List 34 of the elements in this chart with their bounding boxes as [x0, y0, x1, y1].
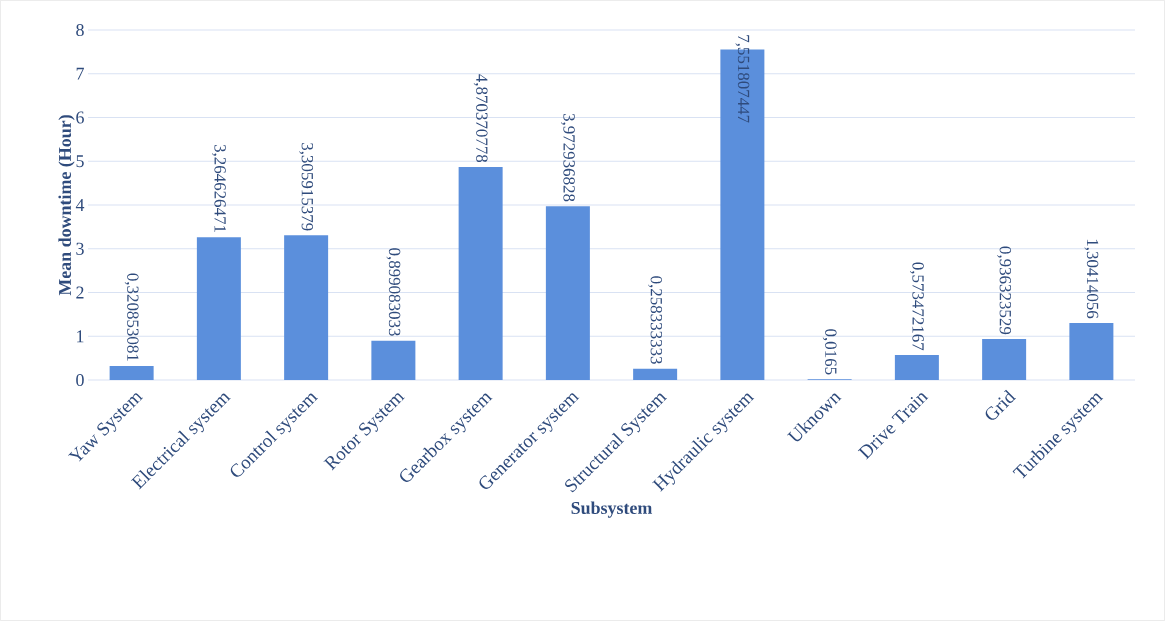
data-label: 1,30414056 — [1084, 239, 1099, 319]
data-label: 3,264626471 — [211, 144, 226, 232]
y-tick-label: 8 — [76, 23, 84, 37]
y-axis-title: Mean downtime (Hour) — [58, 115, 75, 296]
data-label: 0,258333333 — [648, 276, 663, 364]
data-label: 3,972936828 — [560, 113, 575, 202]
data-label: 0,573472167 — [909, 262, 924, 351]
x-tick-label: Grid — [985, 389, 1017, 420]
y-tick-label: 5 — [76, 155, 84, 168]
x-axis-title: Subsystem — [571, 501, 653, 518]
data-label: 4,870370778 — [473, 74, 488, 163]
bar — [1069, 322, 1114, 380]
bar — [545, 206, 590, 380]
bar — [633, 368, 678, 380]
y-tick-label: 6 — [76, 111, 84, 124]
bar — [109, 365, 154, 380]
y-tick-label: 4 — [75, 199, 85, 211]
bar — [458, 166, 503, 380]
data-label: 0,0165 — [822, 329, 837, 375]
bar — [894, 354, 939, 380]
y-tick-label: 2 — [76, 286, 84, 299]
data-label: 0,320853081 — [124, 273, 139, 361]
bar — [284, 235, 329, 380]
y-tick-label: 7 — [76, 67, 84, 80]
bar — [196, 237, 241, 380]
y-tick-label: 3 — [76, 242, 84, 255]
y-tick-label: 0 — [76, 373, 84, 387]
bar — [371, 340, 416, 380]
data-label: 0,936323529 — [997, 246, 1012, 335]
y-tick-label: 1 — [77, 330, 84, 343]
bar — [982, 339, 1027, 380]
data-label: 7,551807447 — [735, 35, 750, 123]
data-label: 0,899083033 — [386, 248, 401, 336]
data-label: 3,305915379 — [299, 143, 314, 231]
